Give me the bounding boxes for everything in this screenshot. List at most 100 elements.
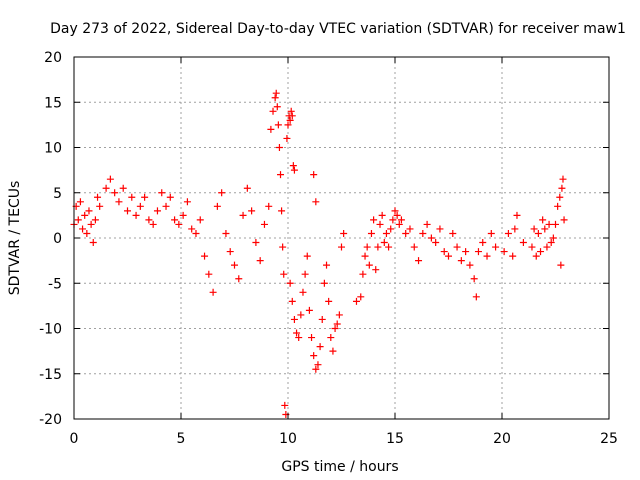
data-point [171,216,179,224]
data-point [74,216,82,224]
data-point [279,243,287,251]
data-point [297,311,305,319]
y-tick-label: -15 [39,367,62,383]
y-tick-label: 15 [44,95,62,111]
data-point [314,361,322,369]
data-point [331,325,339,332]
data-point [280,270,288,278]
data-point [359,270,367,278]
data-point [320,279,328,287]
data-point [179,211,187,219]
data-point [393,211,401,219]
data-point [312,198,320,206]
data-point [192,229,200,237]
data-point [537,248,545,256]
data-point [370,216,378,224]
data-point [466,261,474,269]
data-point [378,211,386,219]
data-point [115,198,123,206]
data-point [365,261,373,269]
y-tick-label: 10 [44,141,62,157]
data-point [76,198,84,206]
data-point [552,220,559,228]
data-point [124,207,131,215]
data-point [363,243,371,251]
data-point [367,229,375,237]
data-point [382,229,390,237]
data-point [218,189,226,197]
data-point [487,229,495,237]
data-point [402,229,410,237]
data-point [196,216,204,224]
data-point [188,225,196,233]
data-point [453,243,461,251]
data-point [511,225,519,233]
data-point [513,211,521,219]
data-point [89,239,97,247]
data-point [252,239,260,247]
data-point [528,243,536,251]
data-point [271,94,279,102]
data-point [543,243,551,251]
y-axis-label: SDTVAR / TECUs [7,181,23,296]
data-point [269,107,277,115]
data-point [310,171,318,179]
data-point [335,311,343,319]
data-point [91,216,99,224]
data-point [273,103,281,111]
axis-ticks: 0 5 10 15 20 25 -20 -15 -10 -5 0 5 10 15 20 [39,50,618,447]
data-point [423,220,431,228]
data-point [275,144,283,151]
data-point [415,257,423,265]
y-tick-label: -10 [39,322,62,338]
data-point [83,229,91,237]
x-axis-label: GPS time / hours [281,459,398,475]
data-point [248,207,256,215]
data-point [539,216,547,224]
data-point [243,184,251,192]
data-point [272,89,280,97]
data-point [102,184,110,192]
data-point [474,248,482,256]
data-point [340,229,348,237]
data-point [559,175,567,183]
data-point [325,297,333,305]
data-point [427,234,435,242]
data-point [96,202,104,210]
grid [74,57,609,419]
data-point [256,257,264,265]
chart-title: Day 273 of 2022, Sidereal Day-to-day VTE… [50,21,626,37]
data-point [166,193,174,201]
y-tick-label: 20 [44,50,62,66]
data-point [549,234,557,242]
data-point [293,329,301,337]
data-point [106,175,114,183]
data-point [303,252,311,260]
data-point [175,220,183,228]
data-point [560,216,568,224]
data-point [547,239,555,247]
data-point [545,220,553,228]
data-point [226,248,234,256]
data-point [445,252,452,260]
data-point [372,266,380,274]
x-tick-label: 20 [493,431,511,447]
x-tick-label: 0 [70,431,79,447]
data-point [79,225,87,233]
data-point [87,220,95,228]
data-point [158,189,166,197]
data-point [310,352,318,360]
data-point [274,121,282,129]
y-tick-label: -20 [39,412,62,428]
data-point [318,315,326,323]
y-tick-label: 5 [53,186,62,202]
data-point [288,297,296,305]
data-point [357,293,365,301]
data-point [162,202,170,210]
data-point [235,275,243,283]
data-point [532,252,540,260]
data-point [410,243,418,251]
data-point [183,198,191,206]
data-point [128,193,136,201]
